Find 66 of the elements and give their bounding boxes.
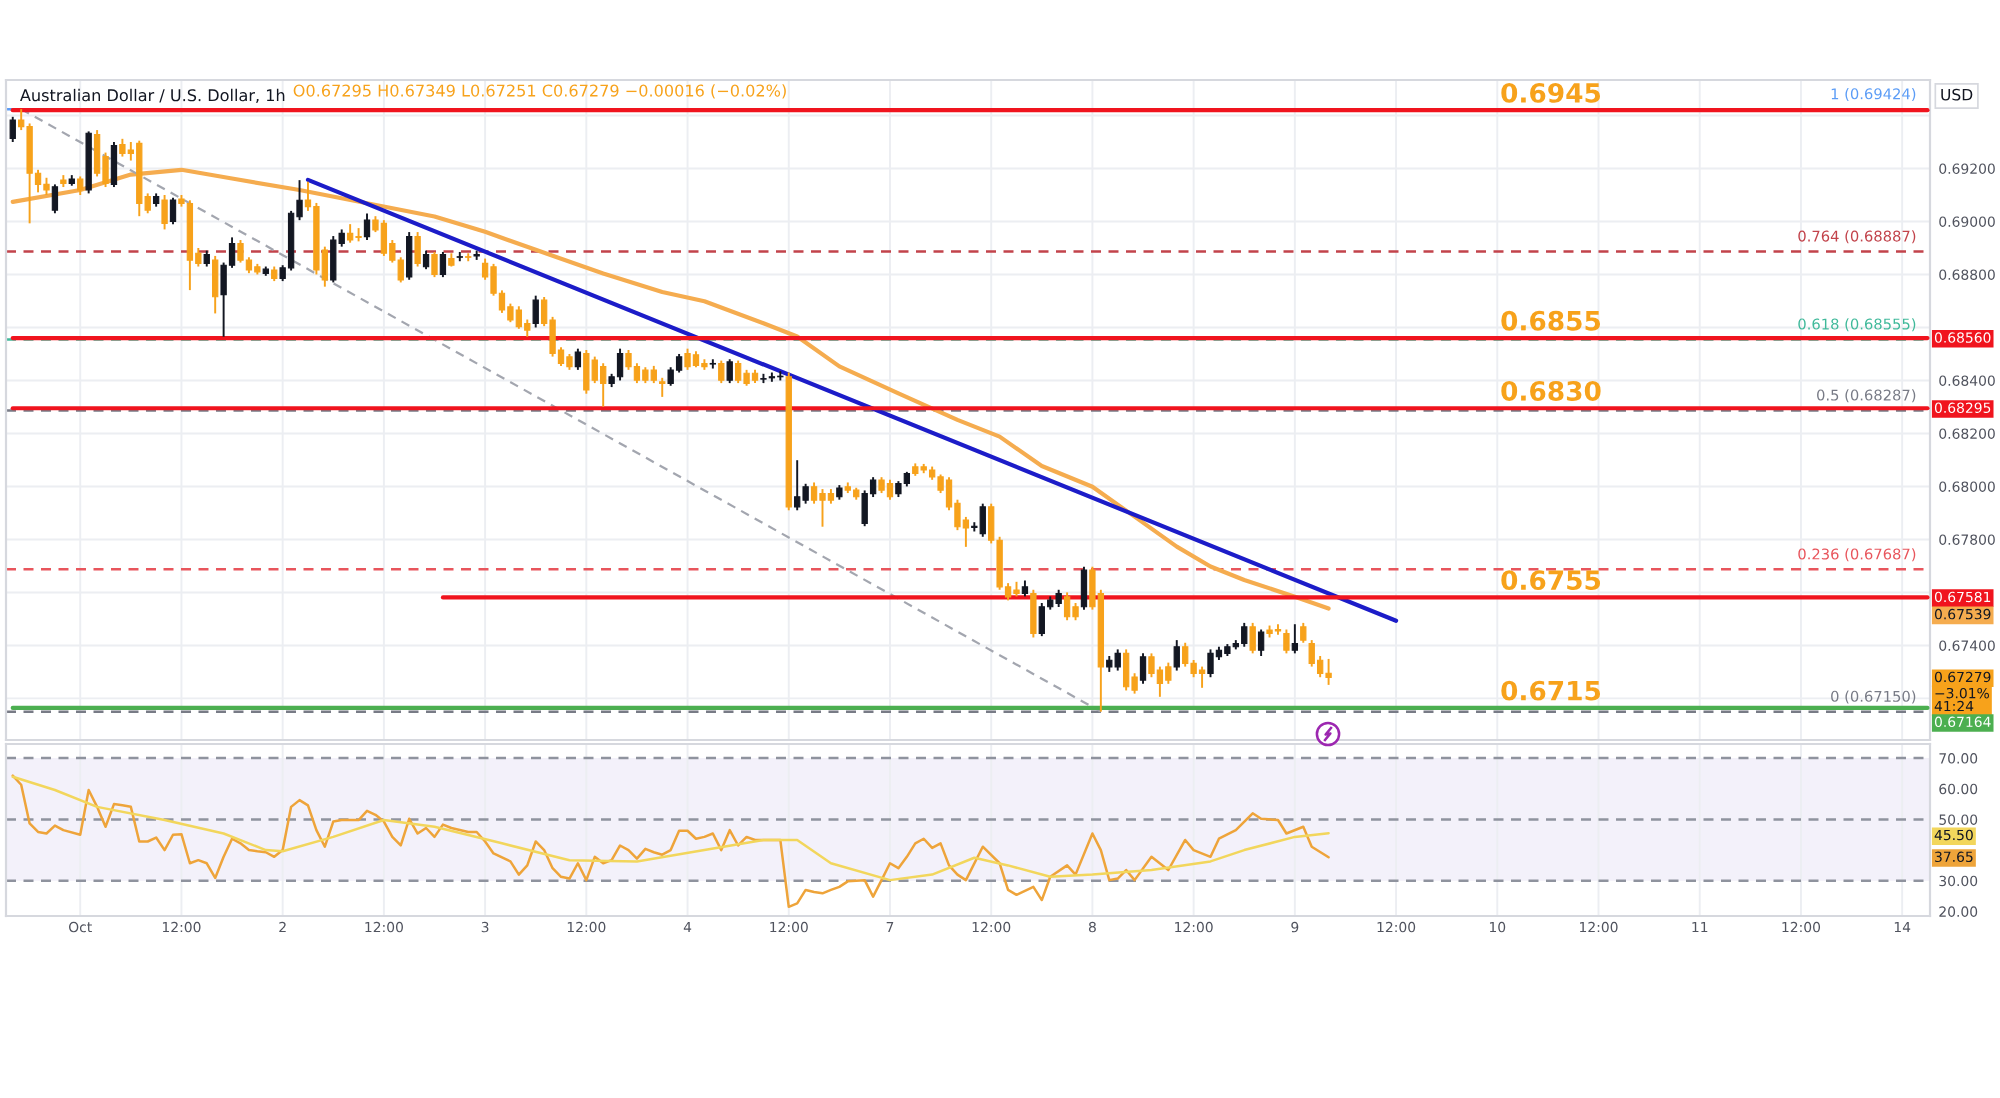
series-label: 0.6830 — [1501, 380, 1601, 401]
candlestick — [77, 175, 84, 196]
candlestick — [1257, 628, 1265, 657]
annotation: O0.67295 H0.67349 L0.67251 C0.67279 −0.00016 (−0.02%) — [293, 84, 786, 99]
candlestick — [718, 359, 725, 385]
candlestick — [794, 459, 801, 512]
candlestick — [734, 359, 742, 385]
line-series — [10, 167, 1331, 611]
candlestick — [330, 235, 337, 284]
candlestick — [51, 183, 59, 215]
series-label: 0.6855 — [1501, 310, 1601, 331]
candlestick — [1080, 565, 1088, 611]
candlestick — [110, 141, 118, 189]
candlestick — [515, 305, 523, 330]
candlestick — [380, 219, 388, 257]
candlestick — [659, 376, 666, 398]
candlestick — [1114, 648, 1121, 672]
candlestick — [406, 231, 413, 281]
candlestick — [684, 347, 691, 371]
candlestick — [886, 478, 894, 501]
candlestick — [819, 488, 826, 528]
candlestick — [169, 196, 177, 226]
line-series — [11, 775, 1330, 882]
candlestick — [431, 250, 438, 279]
series-label: 0.6755 — [1501, 570, 1601, 591]
candlestick — [161, 194, 168, 231]
series-label: 0.6945 — [1501, 82, 1601, 103]
candlestick — [1308, 639, 1315, 668]
candlestick — [1249, 621, 1256, 655]
candlestick — [1207, 648, 1214, 679]
candlestick — [1291, 623, 1299, 655]
candlestick — [1165, 661, 1172, 685]
candlestick — [422, 249, 430, 271]
candlestick — [9, 115, 16, 143]
series-label: 0.6715 — [1501, 680, 1601, 701]
candlestick — [414, 231, 421, 268]
candlestick — [212, 254, 219, 315]
candlestick — [26, 122, 33, 225]
candlestick — [616, 347, 624, 382]
chart-title: Australian Dollar / U.S. Dollar, 1h — [20, 88, 285, 103]
candlestick — [583, 349, 590, 395]
candlestick — [93, 129, 101, 178]
candlestick — [363, 212, 371, 241]
candlestick — [346, 223, 354, 244]
candlestick — [1283, 628, 1290, 655]
candlestick — [802, 482, 809, 505]
candlestick — [591, 355, 598, 385]
candlestick — [1241, 621, 1248, 648]
candlestick — [1325, 657, 1332, 686]
candlestick — [532, 294, 539, 329]
candlestick — [1030, 588, 1037, 639]
candlestick — [439, 250, 447, 279]
candlestick — [1063, 591, 1071, 622]
candlestick — [1182, 641, 1189, 668]
candlestick — [1198, 665, 1206, 689]
candlestick — [574, 347, 582, 371]
candlestick — [726, 358, 733, 385]
candlestick — [1173, 639, 1180, 672]
candlestick — [1139, 652, 1147, 685]
line-series — [11, 774, 1330, 909]
candlestick — [810, 481, 818, 505]
candlestick — [979, 502, 986, 538]
candlestick — [1122, 648, 1130, 692]
candlestick — [1300, 621, 1307, 644]
candlestick — [1148, 652, 1155, 679]
candlestick — [237, 239, 244, 264]
